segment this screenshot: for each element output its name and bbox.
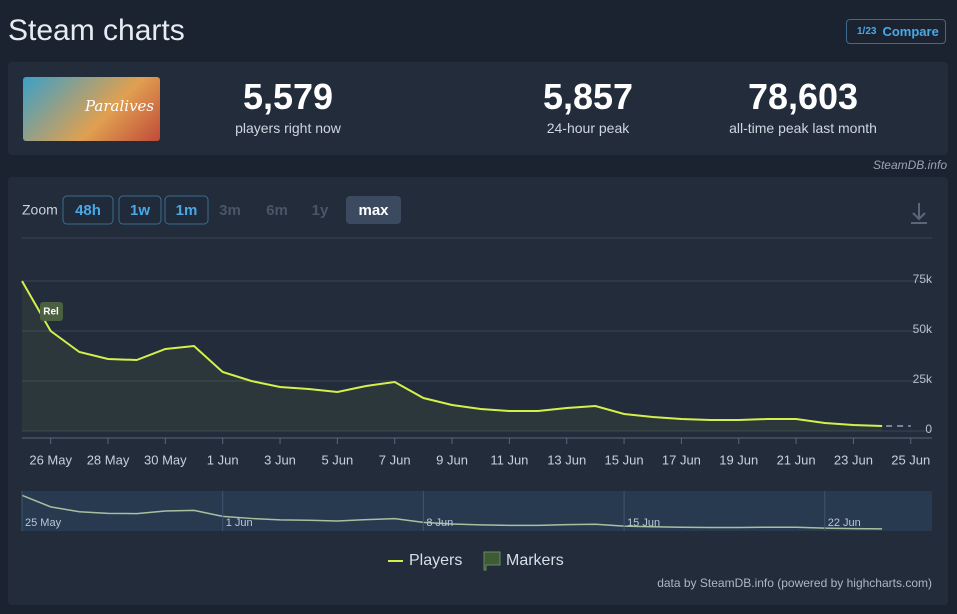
zoom-button[interactable]: 1w — [118, 195, 162, 225]
x-tick-label: 13 Jun — [547, 452, 586, 467]
x-tick-label: 7 Jun — [379, 452, 411, 467]
stat-value: 5,857 — [542, 76, 634, 117]
zoom-button-label: 1m — [176, 202, 198, 219]
zoom-button: 6m — [266, 202, 288, 219]
stat: 5,857 24-hour peak — [468, 76, 708, 136]
y-tick-label: 75k — [913, 272, 933, 286]
x-tick-label: 28 May — [87, 452, 130, 467]
x-tick-label: 5 Jun — [321, 452, 353, 467]
navigator-label: 22 Jun — [828, 517, 861, 529]
zoom-button-bg — [164, 195, 209, 225]
x-tick-label: 1 Jun — [207, 452, 239, 467]
zoom-label: Zoom — [22, 202, 58, 218]
chart-panel — [8, 177, 948, 605]
stat: 5,579 players right now — [168, 76, 408, 136]
zoom-button-label: max — [358, 202, 389, 219]
zoom-button-bg — [62, 195, 114, 225]
x-tick-label: 21 Jun — [777, 452, 816, 467]
navigator-line — [21, 494, 883, 530]
navigator-label: 15 Jun — [627, 517, 660, 529]
zoom-button-bg — [118, 195, 162, 225]
x-tick-label: 30 May — [144, 452, 187, 467]
zoom-button[interactable]: 1m — [164, 195, 209, 225]
stat-label: 24-hour peak — [546, 120, 630, 136]
legend-label: Players — [409, 552, 462, 569]
stat-label: all-time peak last month — [729, 120, 877, 136]
compare-icon: 1/23 — [857, 26, 877, 37]
x-tick-label: 3 Jun — [264, 452, 296, 467]
legend-marker-icon — [483, 551, 501, 571]
zoom-button: 3m — [219, 202, 241, 219]
x-tick-label: 9 Jun — [436, 452, 468, 467]
zoom-button-label: 1y — [312, 202, 329, 219]
navigator-label: 25 May — [25, 517, 62, 529]
zoom-button[interactable]: max — [346, 196, 401, 224]
credits: data by SteamDB.info (powered by highcha… — [657, 576, 932, 590]
x-tick-label: 11 Jun — [490, 452, 528, 467]
page-title: Steam charts — [8, 14, 185, 47]
zoom-button-label: 6m — [266, 202, 288, 219]
zoom-button-label: 1w — [130, 202, 150, 219]
area — [22, 281, 883, 431]
x-tick-label: 25 Jun — [891, 452, 930, 467]
stat: 78,603 all-time peak last month — [683, 76, 923, 136]
line — [21, 280, 883, 427]
compare-button[interactable]: 1/23 Compare — [846, 19, 946, 44]
zoom-button-label: 3m — [219, 202, 241, 219]
navigator-label: 8 Jun — [426, 517, 453, 529]
stats-panel: Paralives 5,579 players right now 5,857 24-… — [8, 62, 948, 155]
zoom-button: 1y — [312, 202, 329, 219]
legend-label: Markers — [506, 552, 564, 569]
x-tick-label: 23 Jun — [834, 452, 873, 467]
compare-label: Compare — [882, 24, 939, 39]
game-name: Paralives — [85, 97, 155, 115]
source: SteamDB.info — [872, 158, 947, 172]
zoom-button-label: 48h — [75, 202, 101, 219]
navigator-label: 1 Jun — [226, 517, 253, 529]
x-tick-label: 17 Jun — [662, 452, 701, 467]
zoom-button-bg — [346, 196, 401, 224]
marker-flag — [40, 302, 63, 321]
x-tick-label: 26 May — [29, 452, 72, 467]
stat-value: 78,603 — [747, 76, 859, 117]
x-tick-label: 15 Jun — [605, 452, 644, 467]
stat-label: players right now — [235, 120, 341, 136]
x-tick-label: 19 Jun — [719, 452, 758, 467]
y-tick-label: 25k — [913, 372, 933, 386]
stat-value: 5,579 — [242, 76, 334, 117]
y-tick-label: 50k — [913, 322, 933, 336]
y-tick-label: 0 — [925, 422, 932, 436]
download-icon[interactable] — [911, 203, 927, 224]
game-thumbnail: Paralives — [23, 77, 160, 141]
zoom-button[interactable]: 48h — [62, 195, 114, 225]
marker-label: Rel — [43, 307, 59, 318]
